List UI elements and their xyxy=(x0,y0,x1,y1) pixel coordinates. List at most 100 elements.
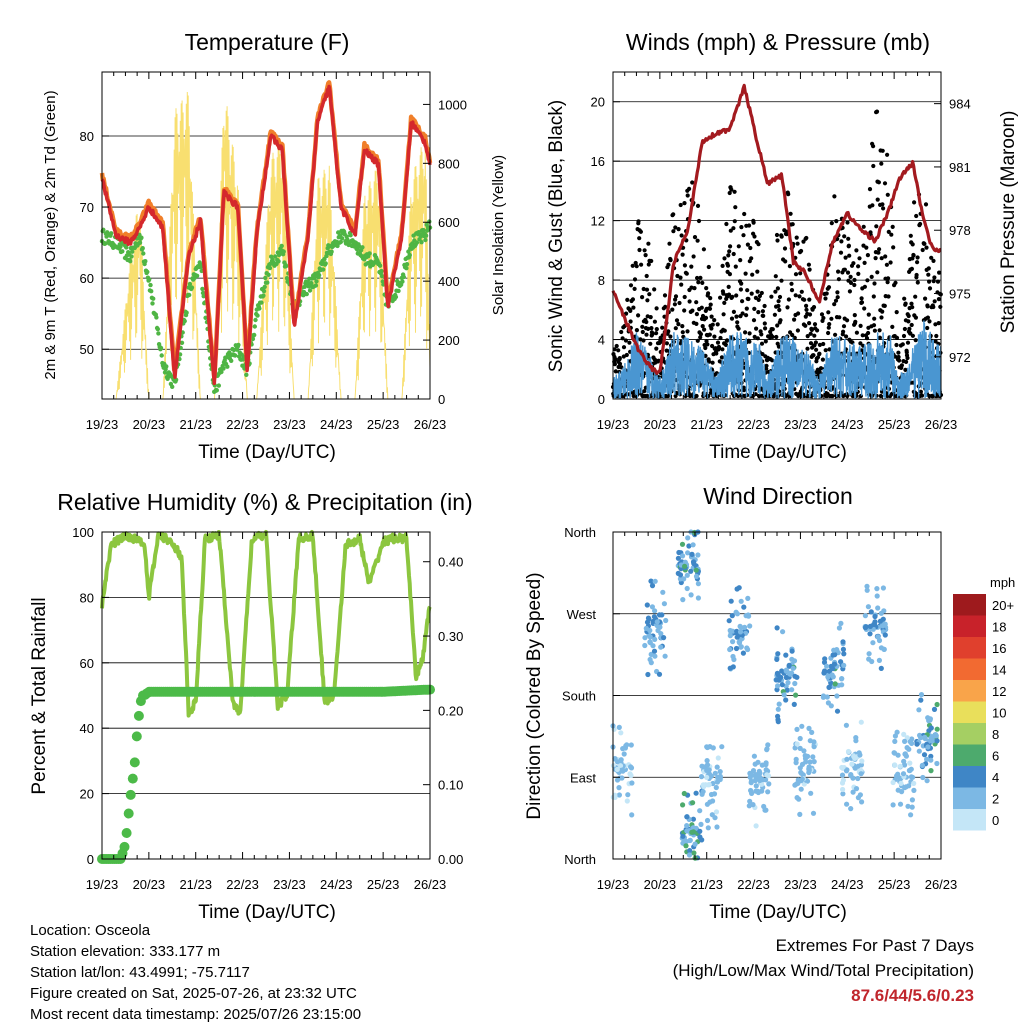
gust-point xyxy=(858,323,863,328)
gust-point xyxy=(612,362,618,367)
gust-point xyxy=(826,325,831,330)
gust-point xyxy=(722,256,727,261)
direction-point xyxy=(907,760,913,766)
gust-point xyxy=(799,248,804,254)
direction-point xyxy=(825,674,831,680)
gust-point xyxy=(832,302,837,307)
direction-point xyxy=(797,765,803,771)
direction-point xyxy=(763,760,769,766)
direction-point xyxy=(750,802,756,808)
gust-point xyxy=(652,319,658,324)
temperature-y2tick-label: 1000 xyxy=(438,97,467,112)
gust-point xyxy=(839,239,844,244)
gust-point xyxy=(845,220,850,225)
gust-point xyxy=(704,286,709,291)
direction-point xyxy=(713,809,720,815)
gust-point xyxy=(743,271,748,276)
gust-point xyxy=(700,280,705,285)
gust-point xyxy=(625,297,630,302)
gust-point xyxy=(859,300,865,305)
gust-point xyxy=(874,109,880,114)
direction-point xyxy=(727,646,733,653)
direction-point xyxy=(741,604,747,610)
gust-point xyxy=(621,345,627,350)
gust-point xyxy=(862,284,868,289)
dewpoint-point xyxy=(145,269,150,275)
gust-point xyxy=(910,333,916,338)
gust-point xyxy=(852,277,857,283)
gust-point xyxy=(819,312,825,317)
gust-point xyxy=(866,312,871,317)
direction-point xyxy=(715,755,721,761)
direction-point xyxy=(648,651,654,658)
direction-point xyxy=(920,774,926,781)
dewpoint-point xyxy=(276,259,281,264)
direction-point xyxy=(881,608,887,614)
precip-point xyxy=(125,789,136,800)
gust-point xyxy=(846,236,851,241)
dewpoint-point xyxy=(154,315,159,320)
direction-point xyxy=(644,602,650,608)
direction-point xyxy=(763,767,769,773)
direction-point xyxy=(730,628,736,634)
direction-point xyxy=(676,549,682,556)
direction-point xyxy=(663,617,669,624)
gust-point xyxy=(628,319,633,324)
gust-point xyxy=(682,308,687,313)
gust-point xyxy=(654,331,659,336)
gust-point xyxy=(804,303,809,308)
winds-xtick-label: 20/23 xyxy=(644,417,677,432)
gust-point xyxy=(756,310,761,315)
direction-point xyxy=(652,636,658,643)
gust-point xyxy=(692,235,698,240)
gust-point xyxy=(931,258,936,263)
direction-point xyxy=(761,803,767,810)
gust-point xyxy=(613,357,618,362)
direction-point xyxy=(699,837,705,843)
gust-point xyxy=(835,295,840,300)
gust-point xyxy=(877,247,882,252)
dewpoint-point xyxy=(128,259,133,264)
gust-point xyxy=(726,292,732,297)
dewpoint-point xyxy=(414,240,420,245)
direction-point xyxy=(656,671,663,677)
gust-point xyxy=(857,256,862,261)
gust-point xyxy=(646,326,651,331)
gust-point xyxy=(932,299,937,304)
gust-point xyxy=(890,224,895,229)
gust-point xyxy=(853,319,858,324)
gust-point xyxy=(792,317,797,322)
direction-point xyxy=(652,608,658,614)
gust-point xyxy=(878,393,883,399)
gust-point xyxy=(880,202,885,207)
legend-title: mph xyxy=(990,575,1015,590)
temperature-xtick-label: 19/23 xyxy=(86,417,119,432)
dewpoint-point xyxy=(263,275,268,281)
humidity-xlabel: Time (Day/UTC) xyxy=(198,902,336,923)
dewpoint-point xyxy=(164,364,169,369)
direction-point xyxy=(806,767,812,773)
gust-point xyxy=(894,342,899,348)
gust-point xyxy=(827,347,832,352)
winds-ytick-label: 4 xyxy=(598,333,605,348)
gust-point xyxy=(687,299,692,304)
gust-point xyxy=(871,163,876,169)
gust-point xyxy=(684,271,689,276)
temperature-xlabel: Time (Day/UTC) xyxy=(198,442,336,463)
direction-xlabel: Time (Day/UTC) xyxy=(709,902,847,923)
gust-point xyxy=(777,294,783,300)
gust-point xyxy=(744,306,749,311)
gust-point xyxy=(927,279,932,284)
gust-point xyxy=(808,341,814,346)
direction-point xyxy=(918,735,924,741)
gust-point xyxy=(690,180,695,185)
gust-point xyxy=(880,309,885,314)
direction-point xyxy=(683,843,689,849)
gust-point xyxy=(875,197,880,202)
temperature-ylabel-right: Solar Insolation (Yellow) xyxy=(490,155,507,315)
winds-xlabel: Time (Day/UTC) xyxy=(709,442,847,463)
winds-ticks: 19/23 20/23 21/23 22/23 23/23 24/23 25/23 26/23… xyxy=(591,72,971,432)
gust-point xyxy=(636,219,641,224)
direction-point xyxy=(822,656,828,662)
direction-point xyxy=(918,697,924,703)
